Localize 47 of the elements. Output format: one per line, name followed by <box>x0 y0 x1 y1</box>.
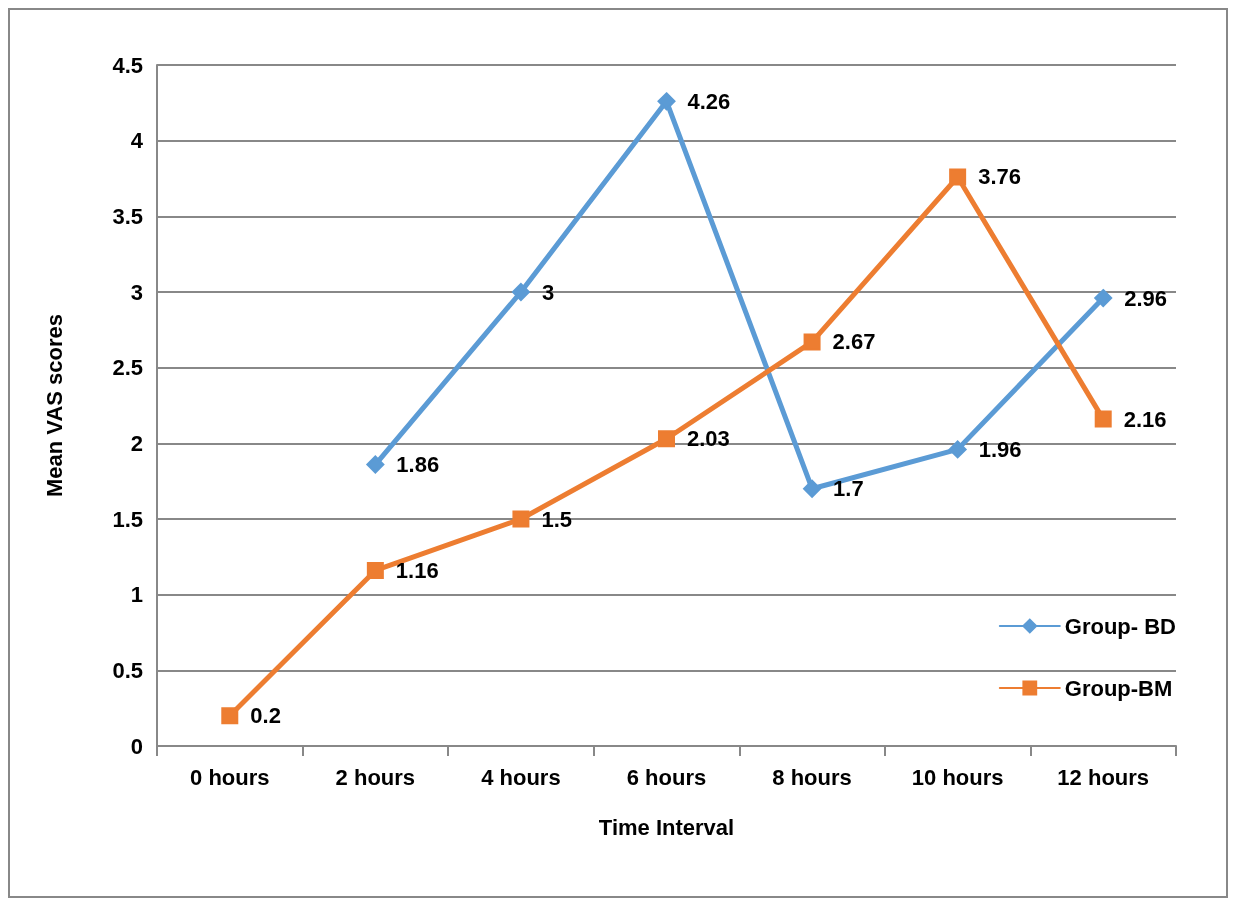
point <box>803 479 822 498</box>
y-tick-label: 2 <box>130 430 143 456</box>
y-tick-label: 3.5 <box>112 203 143 229</box>
x-tick-label: 2 hours <box>335 764 416 790</box>
point <box>949 168 967 186</box>
data-label: 3 <box>541 279 555 305</box>
legend-label: Group-BM <box>1064 675 1173 701</box>
y-tick-label: 1 <box>130 582 143 608</box>
data-label: 0.2 <box>250 703 281 729</box>
data-label: 1.16 <box>395 557 439 583</box>
legend-label: Group- BD <box>1064 613 1176 639</box>
point <box>1094 289 1113 308</box>
data-label: 1.96 <box>978 436 1022 462</box>
data-label: 2.03 <box>687 426 730 452</box>
data-label: 1.86 <box>396 452 440 478</box>
point <box>1094 410 1112 428</box>
point <box>948 440 967 459</box>
data-label: 2.96 <box>1124 285 1168 311</box>
point <box>366 455 385 474</box>
point <box>658 430 675 448</box>
point <box>221 707 239 725</box>
y-tick-label: 0.5 <box>112 657 143 683</box>
y-tick-label: 1.5 <box>112 506 143 532</box>
y-tick-label: 4 <box>130 128 144 154</box>
point <box>366 561 384 579</box>
x-tick-label: 8 hours <box>772 764 852 790</box>
point <box>803 333 821 351</box>
x-tick-label: 6 hours <box>626 764 707 790</box>
point <box>511 283 530 301</box>
point <box>657 92 676 111</box>
data-label: 3.76 <box>978 164 1021 190</box>
y-axis-title: Mean VAS scores <box>41 313 67 498</box>
y-tick-label: 2.5 <box>112 355 143 381</box>
x-axis-title: Time Interval <box>598 814 735 840</box>
x-tick-label: 4 hours <box>481 764 561 790</box>
data-label: 2.16 <box>1123 406 1167 432</box>
data-label: 1.7 <box>833 476 864 502</box>
data-label: 2.67 <box>832 329 876 355</box>
y-tick-label: 3 <box>130 279 143 305</box>
x-tick-label: 12 hours <box>1057 764 1150 790</box>
y-tick-label: 4.5 <box>112 52 143 78</box>
data-label: 1.5 <box>541 506 573 532</box>
x-tick-label: 10 hours <box>911 764 1004 790</box>
x-tick-label: 0 hours <box>190 764 270 790</box>
point <box>512 510 530 528</box>
data-label: 4.26 <box>687 88 731 114</box>
y-tick-label: 0 <box>130 733 143 759</box>
